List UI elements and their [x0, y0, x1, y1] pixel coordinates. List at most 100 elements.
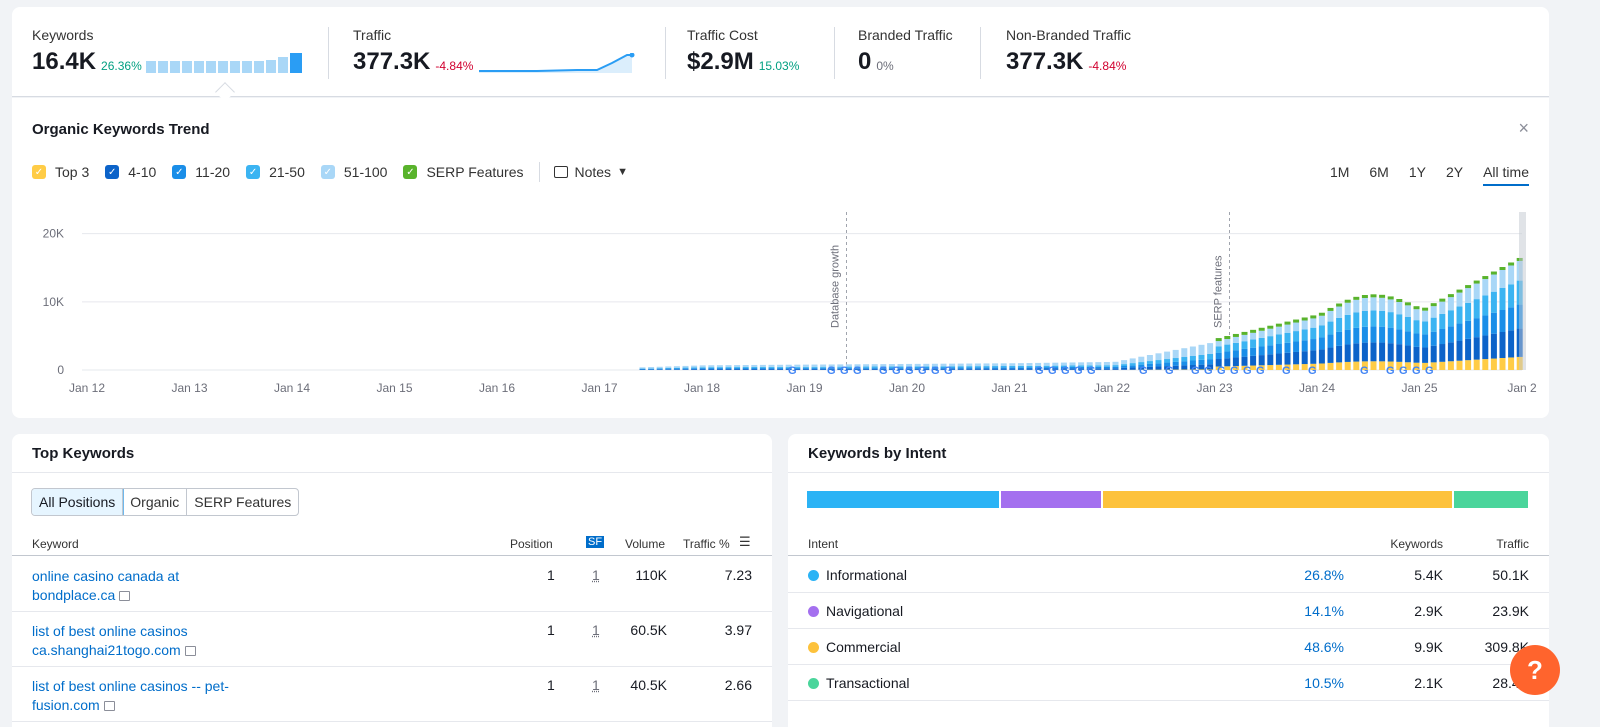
metric-delta: -4.84% [1088, 59, 1126, 73]
bar-segment-serp-features [1276, 324, 1282, 327]
legend-serp-features-checkbox[interactable]: ✓ SERP Features [403, 164, 523, 180]
intent-bar-segment[interactable] [1103, 491, 1452, 508]
help-button[interactable]: ? [1510, 645, 1560, 695]
bar-segment-4-10 [1345, 344, 1351, 361]
bar-segment-11-20 [683, 368, 689, 369]
traffic-sparkline [477, 53, 637, 75]
legend-4-10-checkbox[interactable]: ✓ 4-10 [105, 164, 156, 180]
table-row: online casino canada at bondplace.ca 1 1 … [12, 557, 772, 612]
bar-segment-21-50 [674, 368, 680, 369]
bar-segment-4-10 [1336, 346, 1342, 363]
bar-segment-11-20 [760, 368, 766, 369]
close-icon[interactable]: × [1518, 118, 1529, 139]
intent-percent-link[interactable]: 14.1% [1304, 603, 1344, 619]
column-position[interactable]: Position [510, 537, 553, 551]
bar-segment-21-50 [1457, 307, 1463, 324]
column-traffic-percent[interactable]: Traffic % [683, 537, 730, 551]
legend-51-100-checkbox[interactable]: ✓ 51-100 [321, 164, 388, 180]
bar-segment-51-100 [1379, 298, 1385, 311]
bar-segment-11-20 [1371, 326, 1377, 342]
bar-segment-51-100 [657, 367, 663, 368]
bar-segment-21-50 [966, 366, 972, 367]
legend-21-50-checkbox[interactable]: ✓ 21-50 [246, 164, 305, 180]
intent-percent-link[interactable]: 48.6% [1304, 639, 1344, 655]
bar-segment-51-100 [769, 365, 775, 367]
bar-segment-21-50 [743, 367, 749, 368]
bar-segment-21-50 [1500, 288, 1506, 310]
tab-serp-features[interactable]: SERP Features [187, 489, 298, 515]
column-volume[interactable]: Volume [625, 537, 665, 551]
column-sf[interactable]: SF [586, 536, 604, 548]
bar-segment-4-10 [975, 369, 981, 370]
bar-segment-top-3 [1500, 358, 1506, 370]
bar-segment-11-20 [674, 368, 680, 369]
bar-segment-4-10 [1508, 330, 1514, 357]
metric-keywords[interactable]: Keywords 16.4K 26.36% [32, 27, 304, 75]
tab-organic[interactable]: Organic [123, 489, 187, 515]
metric-non-branded-traffic[interactable]: Non-Branded Traffic 377.3K -4.84% [1006, 27, 1131, 75]
bar-segment-serp-features [1508, 262, 1514, 265]
bar-segment-51-100 [1491, 275, 1497, 292]
bar-segment-11-20 [984, 367, 990, 368]
intent-bar-segment[interactable] [807, 491, 999, 508]
bar-segment-4-10 [1500, 332, 1506, 358]
bar-segment-11-20 [1207, 359, 1213, 364]
google-update-marker: G [931, 365, 940, 377]
column-keyword[interactable]: Keyword [32, 537, 79, 551]
bar-segment-21-50 [1319, 326, 1325, 338]
intent-bar-segment[interactable] [1454, 491, 1528, 508]
bar-segment-4-10 [1371, 342, 1377, 361]
serp-snapshot-icon[interactable] [104, 701, 115, 711]
bar-segment-top-3 [1267, 365, 1273, 370]
bar-segment-4-10 [1388, 343, 1394, 361]
intent-bar-segment[interactable] [1001, 491, 1101, 508]
legend-11-20-checkbox[interactable]: ✓ 11-20 [172, 164, 230, 180]
keyword-link[interactable]: list of best online casinos -- pet-fusio… [32, 677, 272, 715]
sf-value[interactable]: 1 [592, 622, 600, 638]
intent-percent-link[interactable]: 26.8% [1304, 567, 1344, 583]
bar-segment-51-100 [640, 367, 646, 368]
metric-traffic[interactable]: Traffic 377.3K -4.84% [353, 27, 637, 75]
google-update-marker: G [1412, 365, 1421, 377]
intent-traffic: 50.1K [1492, 567, 1529, 583]
checkmark-icon: ✓ [403, 165, 417, 179]
range-all-time[interactable]: All time [1483, 164, 1529, 186]
bar-segment-11-20 [1147, 364, 1153, 367]
serp-snapshot-icon[interactable] [119, 591, 130, 601]
keyword-link[interactable]: list of best online casinos ca.shanghai21… [32, 622, 272, 660]
metric-traffic-cost[interactable]: Traffic Cost $2.9M 15.03% [687, 27, 799, 75]
tab-all-positions[interactable]: All Positions [32, 489, 123, 515]
intent-row-informational: Informational 26.8% 5.4K 50.1K [788, 557, 1549, 593]
range-2y[interactable]: 2Y [1446, 164, 1463, 186]
bar-segment-51-100 [1508, 265, 1514, 284]
keyword-link[interactable]: online casino canada at bondplace.ca [32, 567, 272, 605]
legend-top3-checkbox[interactable]: ✓ Top 3 [32, 164, 89, 180]
bar-segment-51-100 [820, 364, 826, 366]
bar-segment-11-20 [1328, 335, 1334, 348]
bar-segment-4-10 [1018, 369, 1024, 370]
range-1y[interactable]: 1Y [1409, 164, 1426, 186]
bar-segment-4-10 [1482, 335, 1488, 359]
bar-segment-51-100 [992, 363, 998, 366]
google-update-marker: G [1425, 365, 1434, 377]
bar-segment-21-50 [1336, 318, 1342, 332]
bar-segment-11-20 [1276, 344, 1282, 354]
intent-keywords: 2.9K [1414, 603, 1443, 619]
range-1m[interactable]: 1M [1330, 164, 1349, 186]
sort-icon[interactable]: ☰ [739, 534, 751, 550]
notes-dropdown[interactable]: Notes ▼ [554, 164, 627, 180]
sf-value[interactable]: 1 [592, 567, 600, 583]
bar-segment-4-10 [674, 369, 680, 370]
bar-segment-21-50 [1095, 365, 1101, 367]
bar-segment-4-10 [1267, 354, 1273, 365]
bar-segment-4-10 [1353, 343, 1359, 361]
metric-branded-traffic[interactable]: Branded Traffic 0 0% [858, 27, 953, 75]
bar-segment-4-10 [1405, 345, 1411, 362]
intent-percent-link[interactable]: 10.5% [1304, 675, 1344, 691]
bar-segment-51-100 [1422, 311, 1428, 322]
range-6m[interactable]: 6M [1369, 164, 1388, 186]
bar-segment-11-20 [1310, 339, 1316, 350]
bar-segment-21-50 [726, 367, 732, 368]
serp-snapshot-icon[interactable] [185, 646, 196, 656]
sf-value[interactable]: 1 [592, 677, 600, 693]
